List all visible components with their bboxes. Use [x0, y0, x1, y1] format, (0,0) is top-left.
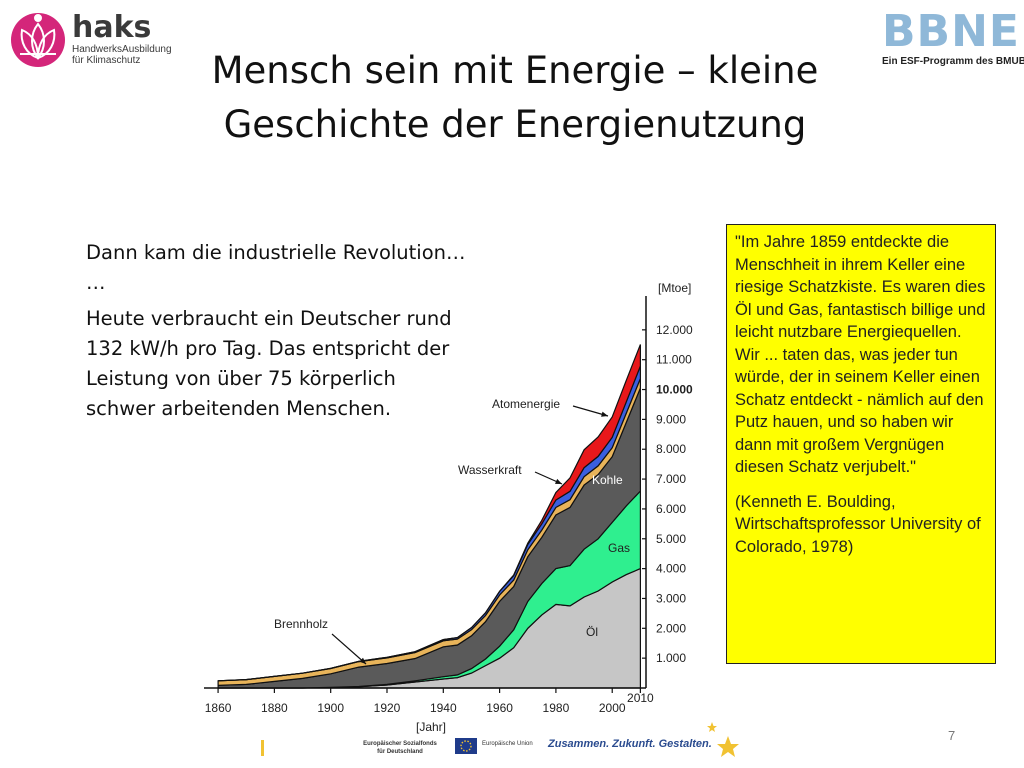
annotation-arrowhead: [555, 478, 562, 484]
haks-lotus-icon: [11, 13, 65, 67]
y-tick-label: 4.000: [656, 562, 686, 576]
x-tick-label: 1940: [430, 701, 457, 715]
slide-title-line2: Geschichte der Energienutzung: [223, 103, 807, 146]
y-tick-label: 10.000: [656, 383, 693, 397]
y-tick-label: 12.000: [656, 323, 693, 337]
y-tick-label: 9.000: [656, 412, 686, 426]
bbne-logo: BBNE Ein ESF-Programm des BMUB: [878, 6, 1024, 76]
haks-logo: haks HandwerksAusbildung für Klimaschutz: [10, 10, 172, 70]
x-axis-label: [Jahr]: [416, 720, 446, 734]
x-tick-label: 1880: [261, 701, 288, 715]
footer-logos: Europäischer Sozialfonds für Deutschland…: [250, 718, 740, 768]
x-tick-label: 1960: [486, 701, 513, 715]
y-tick-label: 11.000: [656, 353, 692, 367]
haks-logo-word: haks: [72, 10, 152, 45]
eu-flag-icon: [455, 738, 477, 754]
chart-areas: [217, 344, 641, 689]
slide-title-line1: Mensch sein mit Energie – kleine: [211, 49, 819, 92]
x-tick-label: 1860: [205, 701, 232, 715]
x-tick-label: 1900: [317, 701, 344, 715]
x-tick-label: 1920: [374, 701, 401, 715]
haks-logo-subtitle-line1: HandwerksAusbildung: [72, 44, 172, 55]
haks-logo-subtitle-line2: für Klimaschutz: [72, 55, 141, 66]
annotation-label: Kohle: [592, 473, 623, 487]
esf-text: Europäischer Sozialfonds für Deutschland: [363, 741, 437, 755]
y-tick-label: 7.000: [656, 472, 686, 486]
chart-annotations: Brennholz Wasserkraft Atomenergie Kohle Gas Ö…: [274, 397, 630, 665]
bbne-logo-subtitle: Ein ESF-Programm des BMUB: [882, 56, 1024, 67]
annotation-arrow: [331, 633, 367, 665]
x-tick-label: 2010: [627, 691, 654, 705]
annotation-label: Atomenergie: [492, 397, 560, 411]
annotation-arrowhead: [601, 411, 608, 417]
slogan-text: Zusammen. Zukunft. Gestalten.: [548, 738, 712, 750]
quote-box: "Im Jahre 1859 entdeckte die Menschheit …: [726, 224, 996, 664]
area-series-5: [218, 344, 641, 682]
annotation-label: Wasserkraft: [458, 463, 522, 477]
y-tick-label: 6.000: [656, 502, 686, 516]
x-tick-label: 2000: [599, 701, 626, 715]
x-tick-label: 1980: [543, 701, 570, 715]
annotation-label: Gas: [608, 541, 630, 555]
chart-y-axis: 1.000 2.000 3.000 4.000 5.000 6.000 7.000 8.000…: [642, 296, 693, 688]
y-tick-label: 3.000: [656, 591, 686, 605]
y-tick-label: 5.000: [656, 532, 686, 546]
body-line-1: Dann kam die industrielle Revolution…: [86, 241, 466, 264]
annotation-arrowhead: [359, 657, 366, 664]
annotation-label: Brennholz: [274, 617, 328, 631]
quote-attribution: (Kenneth E. Boulding, Wirtschaftsprofess…: [735, 492, 981, 556]
annotation-label: Öl: [586, 625, 598, 639]
eu-text: Europäische Union: [482, 741, 533, 747]
page-number: 7: [948, 728, 956, 743]
y-tick-label: 2.000: [656, 621, 686, 635]
star-icon: [707, 722, 739, 757]
haks-logo-subtitle: HandwerksAusbildung für Klimaschutz: [72, 44, 172, 66]
y-axis-label: [Mtoe]: [658, 281, 691, 295]
y-tick-label: 8.000: [656, 442, 686, 456]
body-paragraph: Heute verbraucht ein Deutscher rund 132 …: [86, 307, 452, 420]
body-line-2: …: [86, 271, 106, 294]
body-text: Dann kam die industrielle Revolution… … …: [86, 238, 546, 424]
quote-text: "Im Jahre 1859 entdeckte die Menschheit …: [735, 233, 986, 476]
y-tick-label: 1.000: [656, 651, 686, 665]
bbne-logo-word: BBNE: [882, 6, 1020, 57]
esf-icon: [261, 740, 264, 756]
slide-title: Mensch sein mit Energie – kleine Geschic…: [170, 44, 860, 152]
